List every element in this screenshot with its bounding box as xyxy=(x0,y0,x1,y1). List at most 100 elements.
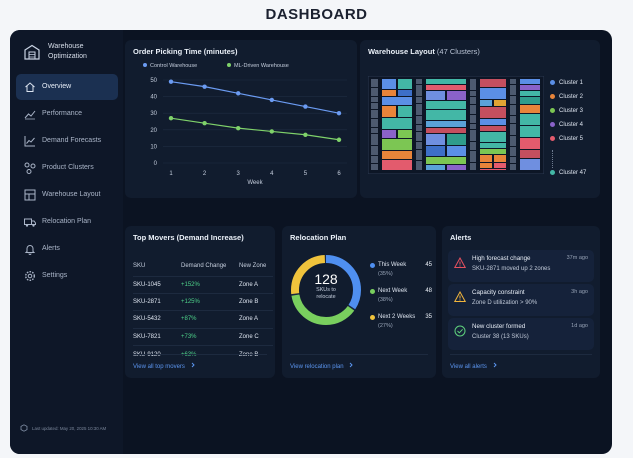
caution-icon xyxy=(454,291,466,302)
home-icon xyxy=(25,82,35,92)
data-point xyxy=(202,84,207,89)
layout-bin xyxy=(494,155,506,162)
layout-bin xyxy=(371,156,378,163)
layout-bin xyxy=(382,97,412,105)
relocation-item-pct: (35%) xyxy=(378,271,393,277)
sidebar-item-label: Performance xyxy=(42,110,83,117)
zone-cell: Zone B xyxy=(239,292,273,311)
data-point xyxy=(168,115,174,121)
layout-bin xyxy=(510,136,516,146)
sidebar-item-warehouse-layout[interactable]: Warehouse Layout xyxy=(16,182,118,208)
sidebar-item-overview[interactable]: Overview xyxy=(16,74,118,100)
layout-bin xyxy=(382,106,396,117)
cluster-5-color xyxy=(550,136,555,141)
sidebar-item-settings[interactable]: Settings xyxy=(16,263,118,289)
relocation-total-label: SKUs to relocate xyxy=(316,287,336,300)
next-week-color xyxy=(370,289,375,294)
refresh-icon xyxy=(20,424,28,432)
alert-item[interactable]: Capacity constraint Zone D utilization >… xyxy=(448,284,594,316)
layout-bin xyxy=(426,157,466,164)
layout-bin xyxy=(480,163,492,168)
chevron-right-icon xyxy=(493,362,497,368)
layout-bin xyxy=(426,134,445,145)
y-tick-label: 10 xyxy=(150,144,157,150)
layout-bin xyxy=(520,138,540,149)
cluster-2-color xyxy=(550,94,555,99)
layout-bin xyxy=(520,79,540,84)
layout-bin xyxy=(470,124,476,129)
demand-change-cell: +152% xyxy=(181,275,239,294)
layout-bin xyxy=(447,146,466,156)
layout-bin xyxy=(416,85,422,96)
zone-cell: Zone A xyxy=(239,275,273,294)
table-row[interactable]: SKU-5432 +87% Zone A xyxy=(133,310,273,329)
alert-title: Capacity constraint xyxy=(472,289,525,296)
layout-bin xyxy=(382,118,412,129)
data-point xyxy=(168,79,174,84)
table-row[interactable]: SKU-7821 +73% Zone C xyxy=(133,327,273,346)
layout-bin xyxy=(398,79,412,89)
layout-bin xyxy=(426,79,466,84)
view-all-top-movers-link[interactable]: View all top movers xyxy=(133,362,196,370)
sidebar-item-product-clusters[interactable]: Product Clusters xyxy=(16,155,118,181)
alert-time: 37m ago xyxy=(566,255,588,261)
cluster-legend-item: Cluster 5 xyxy=(550,136,583,142)
layout-bin xyxy=(371,119,378,127)
table-row[interactable]: SKU-2871 +125% Zone B xyxy=(133,292,273,311)
bell-icon xyxy=(24,245,36,255)
zone-cell: Zone C xyxy=(239,327,273,346)
cluster-legend-item: Cluster 47 xyxy=(550,170,586,176)
sidebar-item-alerts[interactable]: Alerts xyxy=(16,236,118,262)
layout-bin xyxy=(480,169,506,170)
sidebar-item-performance[interactable]: Performance xyxy=(16,101,118,127)
divider xyxy=(290,354,428,355)
y-tick-label: 0 xyxy=(154,161,158,167)
sidebar-item-label: Relocation Plan xyxy=(42,218,92,225)
layout-bin xyxy=(510,96,516,104)
view-relocation-plan-link[interactable]: View relocation plan xyxy=(290,362,354,370)
legend-marker xyxy=(227,63,231,67)
layout-bin xyxy=(520,159,540,170)
layout-bin xyxy=(371,88,378,96)
alert-title: New cluster formed xyxy=(472,323,526,330)
sidebar-item-demand-forecasts[interactable]: Demand Forecasts xyxy=(16,128,118,154)
layout-bin xyxy=(371,164,378,170)
cluster-47-color xyxy=(550,170,555,175)
layout-bin xyxy=(480,107,506,118)
layout-bin xyxy=(371,128,378,133)
alert-item[interactable]: High forecast change SKU-2871 moved up 2… xyxy=(448,250,594,282)
sidebar-item-relocation-plan[interactable]: Relocation Plan xyxy=(16,209,118,235)
alert-item[interactable]: New cluster formed Cluster 38 (13 SKUs) … xyxy=(448,318,594,350)
alert-title: High forecast change xyxy=(472,255,531,262)
gear-icon xyxy=(24,270,36,282)
relocation-item: Next Week 48 (38%) xyxy=(370,288,432,308)
layout-bin xyxy=(416,116,422,124)
this-week-color xyxy=(370,263,375,268)
relocation-item-label: Next 2 Weeks xyxy=(378,314,416,320)
table-row[interactable]: SKU-1045 +152% Zone A xyxy=(133,275,273,294)
layout-bin xyxy=(470,130,476,141)
chevron-right-icon xyxy=(191,362,195,368)
alerts-title: Alerts xyxy=(450,233,472,242)
relocation-plan-card: Relocation Plan 128 SKUs to relocate Thi… xyxy=(282,226,436,378)
data-point xyxy=(336,137,342,142)
column-header: SKU xyxy=(133,262,146,269)
view-all-alerts-link[interactable]: View all alerts xyxy=(450,362,498,370)
series-line xyxy=(170,81,340,114)
layout-bin xyxy=(426,165,445,170)
sidebar-item-label: Product Clusters xyxy=(42,164,94,171)
cluster-3-color xyxy=(550,108,555,113)
layout-bin xyxy=(447,165,466,170)
data-point xyxy=(336,111,342,116)
sku-cell: SKU-7821 xyxy=(133,327,181,346)
y-tick-label: 40 xyxy=(150,95,157,101)
data-point xyxy=(236,125,241,131)
layout-bin xyxy=(520,85,540,90)
layout-bin xyxy=(510,164,516,170)
x-axis-label: Week xyxy=(247,180,263,186)
cluster-legend-item: Cluster 2 xyxy=(550,94,583,100)
layout-bin xyxy=(480,155,492,162)
top-movers-card: Top Movers (Demand Increase) SKU Demand … xyxy=(125,226,275,378)
layout-icon xyxy=(24,189,36,201)
layout-bin xyxy=(426,110,466,120)
